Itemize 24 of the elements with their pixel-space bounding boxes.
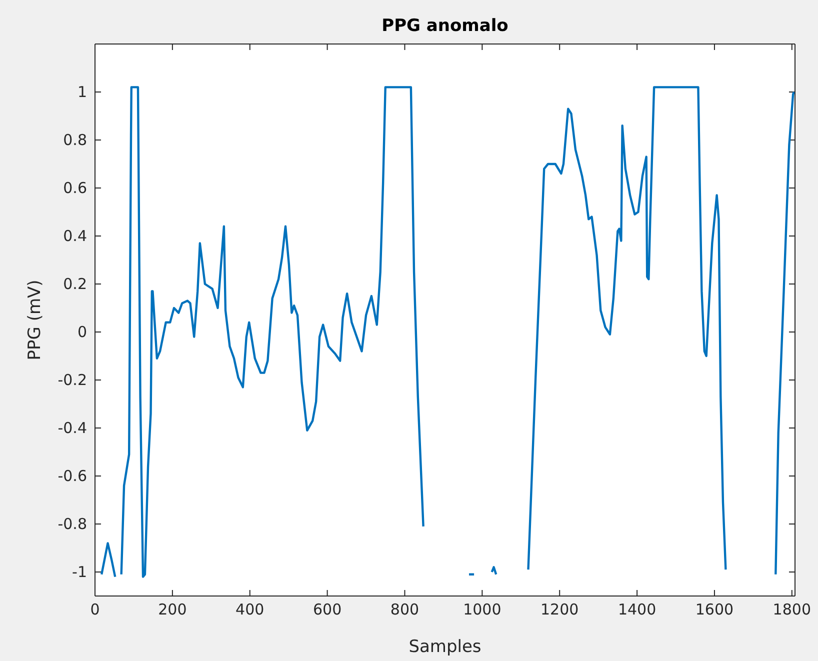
y-tick-label: -0.8 — [58, 514, 87, 533]
y-tick-label: -0.6 — [58, 466, 87, 485]
y-tick-label: 0.6 — [63, 178, 87, 197]
y-tick-label: -0.2 — [58, 370, 87, 389]
y-tick-label: -1 — [72, 562, 87, 581]
y-tick-label: 0.2 — [63, 274, 87, 293]
y-axis-title: PPG (mV) — [25, 280, 45, 360]
x-tick-label: 400 — [236, 600, 264, 619]
x-tick-label: 600 — [312, 600, 342, 619]
x-tick-label: 1600 — [695, 600, 734, 619]
chart-title: PPG anomalo — [382, 16, 508, 36]
x-tick-label: 800 — [390, 600, 420, 619]
y-tick-label: 0 — [77, 322, 87, 341]
x-tick-label: 0 — [90, 600, 100, 619]
x-tick-label: 1400 — [618, 600, 656, 619]
y-tick-label: 0.4 — [63, 226, 87, 245]
x-tick-label: 1000 — [463, 600, 502, 619]
x-tick-label: 1200 — [540, 600, 579, 619]
y-tick-label: 1 — [77, 82, 87, 101]
x-tick-label: 1800 — [772, 600, 811, 619]
y-tick-label: 0.8 — [63, 130, 87, 149]
x-axis-title: Samples — [408, 637, 482, 657]
y-tick-label: -0.4 — [58, 418, 87, 437]
x-tick-label: 200 — [158, 600, 187, 619]
